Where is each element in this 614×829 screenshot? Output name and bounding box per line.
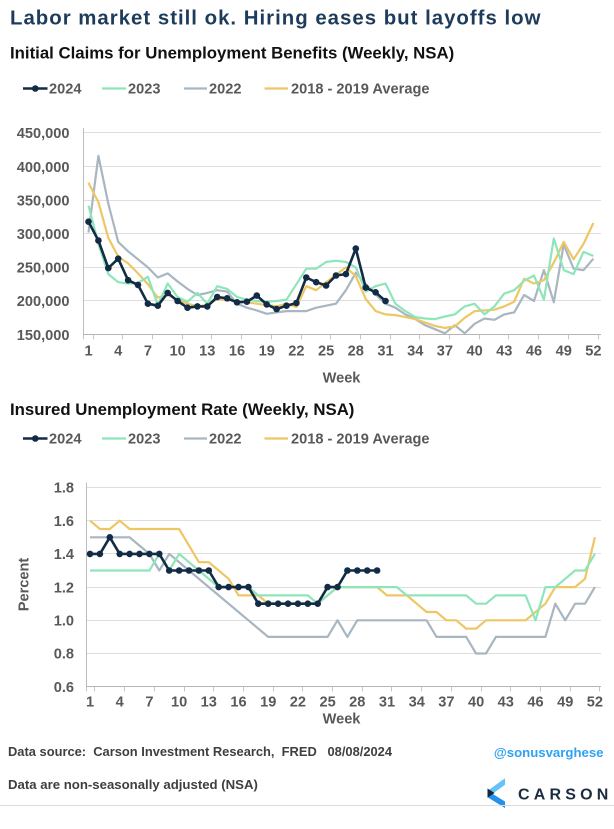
svg-text:250,000: 250,000 (17, 261, 70, 277)
svg-text:Data source: Carson Investmen: Data source: Carson Investment Research,… (8, 744, 393, 759)
svg-text:2024: 2024 (49, 82, 82, 98)
svg-text:34: 34 (407, 344, 424, 360)
svg-text:2018 - 2019 Average: 2018 - 2019 Average (291, 82, 429, 98)
svg-text:400,000: 400,000 (17, 160, 70, 176)
svg-text:Labor market still ok. Hiring: Labor market still ok. Hiring eases but … (10, 8, 541, 30)
svg-text:46: 46 (527, 695, 543, 711)
svg-text:28: 28 (349, 695, 365, 711)
svg-text:31: 31 (377, 344, 393, 360)
svg-text:Initial Claims for Unemploymen: Initial Claims for Unemployment Benefits… (10, 44, 454, 63)
svg-text:25: 25 (319, 695, 335, 711)
svg-text:350,000: 350,000 (17, 193, 70, 209)
svg-text:31: 31 (379, 695, 395, 711)
svg-text:10: 10 (171, 695, 187, 711)
svg-text:1.4: 1.4 (54, 547, 75, 563)
svg-text:22: 22 (290, 695, 306, 711)
svg-text:13: 13 (201, 695, 217, 711)
svg-text:28: 28 (348, 344, 364, 360)
svg-text:0.6: 0.6 (54, 680, 74, 696)
svg-text:25: 25 (318, 344, 334, 360)
svg-text:2022: 2022 (209, 82, 241, 98)
svg-text:150,000: 150,000 (17, 328, 70, 344)
svg-text:16: 16 (229, 344, 245, 360)
svg-text:10: 10 (169, 344, 185, 360)
svg-text:43: 43 (498, 695, 514, 711)
svg-text:1: 1 (86, 695, 94, 711)
svg-text:450,000: 450,000 (17, 126, 70, 142)
svg-text:40: 40 (466, 344, 482, 360)
svg-text:Week: Week (323, 712, 362, 728)
svg-text:300,000: 300,000 (17, 227, 70, 243)
svg-text:1.2: 1.2 (54, 580, 74, 596)
svg-text:19: 19 (259, 344, 275, 360)
svg-text:1.0: 1.0 (54, 614, 74, 630)
svg-text:4: 4 (114, 344, 123, 360)
svg-text:200,000: 200,000 (17, 294, 70, 310)
svg-text:1.6: 1.6 (54, 514, 74, 530)
svg-text:0.8: 0.8 (54, 647, 74, 663)
svg-text:2024: 2024 (49, 432, 82, 448)
svg-text:2023: 2023 (128, 82, 160, 98)
svg-text:Percent: Percent (17, 558, 33, 612)
svg-text:4: 4 (116, 695, 125, 711)
svg-text:34: 34 (409, 695, 426, 711)
svg-text:52: 52 (585, 344, 601, 360)
svg-text:2018 - 2019 Average: 2018 - 2019 Average (291, 432, 429, 448)
svg-text:Week: Week (323, 371, 362, 387)
svg-text:40: 40 (468, 695, 484, 711)
svg-text:@sonusvarghese: @sonusvarghese (494, 745, 604, 760)
svg-text:46: 46 (526, 344, 542, 360)
svg-text:16: 16 (230, 695, 246, 711)
svg-text:Insured Unemployment Rate (Wee: Insured Unemployment Rate (Weekly, NSA) (10, 400, 354, 419)
svg-text:52: 52 (587, 695, 603, 711)
svg-text:37: 37 (437, 344, 453, 360)
svg-text:1.8: 1.8 (54, 481, 74, 497)
svg-text:CARSON: CARSON (518, 787, 613, 804)
svg-text:1: 1 (84, 344, 92, 360)
svg-text:37: 37 (438, 695, 454, 711)
svg-text:49: 49 (556, 344, 572, 360)
svg-text:19: 19 (260, 695, 276, 711)
svg-text:22: 22 (288, 344, 304, 360)
svg-text:2022: 2022 (209, 432, 241, 448)
svg-text:49: 49 (557, 695, 573, 711)
svg-text:7: 7 (144, 344, 152, 360)
svg-text:7: 7 (145, 695, 153, 711)
svg-text:13: 13 (199, 344, 215, 360)
svg-text:Data are non-seasonally adjust: Data are non-seasonally adjusted (NSA) (8, 777, 258, 792)
svg-text:43: 43 (496, 344, 512, 360)
svg-text:2023: 2023 (128, 432, 160, 448)
